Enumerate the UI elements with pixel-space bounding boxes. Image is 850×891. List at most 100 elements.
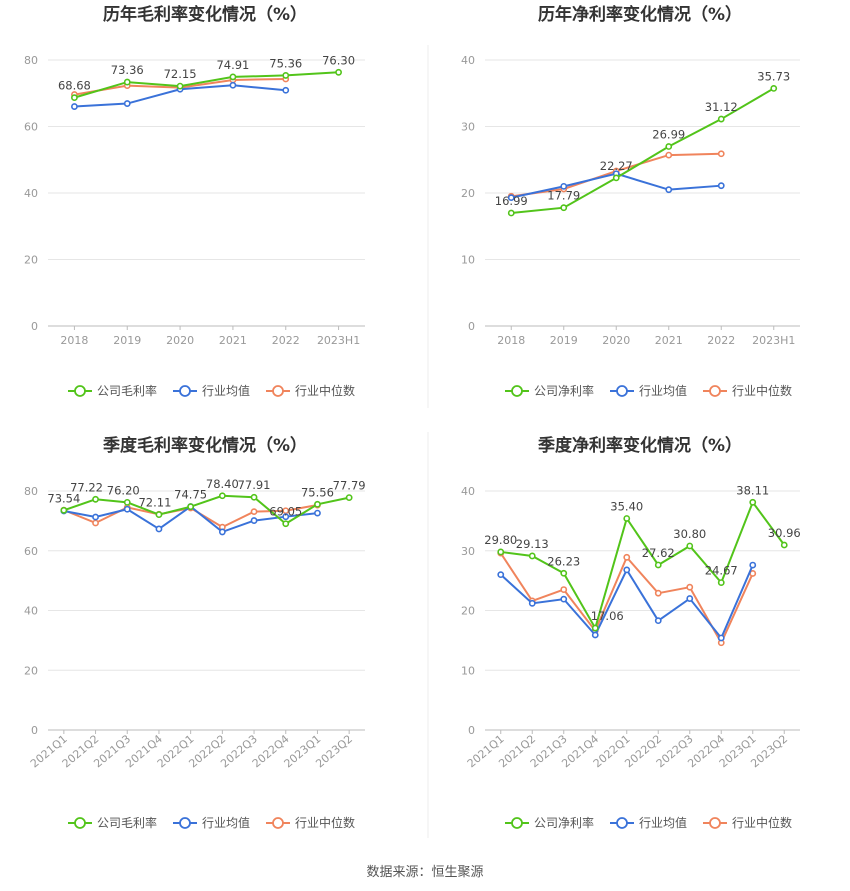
data-label: 77.22 [70, 480, 103, 494]
data-point-company [780, 541, 788, 549]
legend-item-median[interactable]: 行业中位数 [266, 383, 355, 398]
y-tick-label: 30 [461, 121, 475, 134]
legend-item-company[interactable]: 公司毛利率 [68, 383, 157, 398]
data-point-avg [229, 81, 237, 89]
y-tick-label: 60 [24, 545, 38, 558]
legend-label: 公司净利率 [534, 815, 594, 830]
x-tick-label: 2019 [113, 334, 141, 347]
data-label: 75.56 [301, 485, 334, 499]
data-point-company [770, 84, 778, 92]
legend-label: 公司毛利率 [97, 815, 157, 830]
legend-item-median[interactable]: 行业中位数 [703, 815, 792, 830]
data-point-company [497, 548, 505, 556]
legend-marker-icon [709, 817, 721, 829]
legend-label: 行业中位数 [732, 383, 792, 398]
data-point-company [314, 500, 321, 508]
data-point-company [335, 68, 342, 76]
legend-item-median[interactable]: 行业中位数 [703, 383, 792, 398]
legend-item-avg[interactable]: 行业均值 [173, 815, 250, 830]
data-point-company [282, 72, 290, 79]
legend-marker-icon [74, 385, 86, 397]
data-label: 22.27 [600, 159, 633, 173]
data-label: 35.40 [610, 499, 643, 513]
chart-title: 季度净利率变化情况（%） [538, 435, 742, 456]
data-point-company [686, 542, 694, 550]
data-label: 31.12 [705, 100, 738, 114]
data-label: 76.20 [107, 483, 140, 497]
y-tick-label: 20 [461, 605, 475, 618]
data-point-avg [686, 595, 694, 602]
data-label: 17.06 [591, 609, 624, 623]
data-label: 74.91 [216, 58, 249, 72]
chart-title: 历年净利率变化情况（%） [538, 4, 742, 25]
x-tick-label: 2021 [655, 334, 683, 347]
legend-label: 公司毛利率 [97, 383, 157, 398]
x-tick-label: 2021 [219, 334, 247, 347]
data-point-company [528, 552, 536, 560]
data-point-company [749, 498, 757, 506]
data-point-median [686, 583, 694, 591]
data-label: 17.79 [547, 189, 580, 203]
y-tick-label: 10 [461, 664, 475, 677]
legend-item-median[interactable]: 行业中位数 [266, 815, 355, 830]
chart-2: 历年净利率变化情况（%） 0 10 20 30 40 2018 2019 2020 2021 202… [461, 4, 800, 398]
x-tick-label: 2019 [550, 334, 578, 347]
legend-marker-icon [179, 385, 191, 397]
data-point-avg [155, 525, 163, 533]
data-point-company [60, 506, 68, 514]
data-label: 35.73 [757, 69, 790, 83]
data-point-avg [717, 182, 725, 190]
y-tick-label: 40 [461, 485, 475, 498]
legend-label: 行业中位数 [295, 815, 355, 830]
legend-label: 行业中位数 [732, 815, 792, 830]
x-tick-label: 2022 [707, 334, 735, 347]
data-point-company [187, 503, 195, 511]
data-label: 77.79 [333, 479, 366, 493]
y-tick-label: 40 [24, 187, 38, 200]
series-line-company [63, 494, 350, 525]
data-point-avg [560, 595, 568, 603]
y-tick-label: 0 [468, 724, 475, 737]
legend-item-avg[interactable]: 行业均值 [173, 383, 250, 398]
data-point-avg [749, 561, 757, 569]
data-point-company [612, 174, 620, 182]
series-line-company [511, 87, 775, 215]
y-tick-label: 80 [24, 485, 38, 498]
y-tick-label: 60 [24, 121, 38, 134]
data-point-avg [71, 103, 78, 110]
data-label: 75.36 [269, 56, 302, 70]
x-tick-label: 2023H1 [317, 334, 360, 347]
data-label: 78.40 [206, 477, 239, 491]
legend-item-company[interactable]: 公司毛利率 [68, 815, 157, 830]
data-point-company [560, 569, 568, 577]
legend-label: 公司净利率 [534, 383, 594, 398]
data-point-avg [250, 517, 258, 524]
data-label: 73.54 [47, 491, 80, 505]
y-tick-label: 0 [31, 724, 38, 737]
data-label: 29.80 [484, 533, 517, 547]
data-label: 74.75 [174, 488, 207, 502]
x-tick-label: 2020 [166, 334, 194, 347]
y-tick-label: 80 [24, 54, 38, 67]
data-label: 38.11 [736, 483, 769, 497]
data-label: 26.99 [652, 128, 685, 142]
data-point-company [560, 204, 568, 212]
data-point-avg [560, 182, 568, 190]
data-point-company [155, 511, 163, 518]
legend-item-avg[interactable]: 行业均值 [610, 815, 687, 830]
legend-item-company[interactable]: 公司净利率 [505, 815, 594, 830]
data-point-company [123, 78, 131, 86]
data-point-median [250, 508, 258, 516]
data-point-company [717, 579, 725, 586]
data-point-company [176, 82, 184, 90]
x-tick-label: 2020 [602, 334, 630, 347]
legend-marker-icon [616, 385, 628, 397]
legend-item-company[interactable]: 公司净利率 [505, 383, 594, 398]
data-point-avg [528, 599, 536, 607]
legend-marker-icon [511, 385, 523, 397]
legend-item-avg[interactable]: 行业均值 [610, 383, 687, 398]
data-label: 72.11 [138, 496, 171, 510]
data-point-avg [654, 617, 662, 625]
y-tick-label: 20 [24, 254, 38, 267]
